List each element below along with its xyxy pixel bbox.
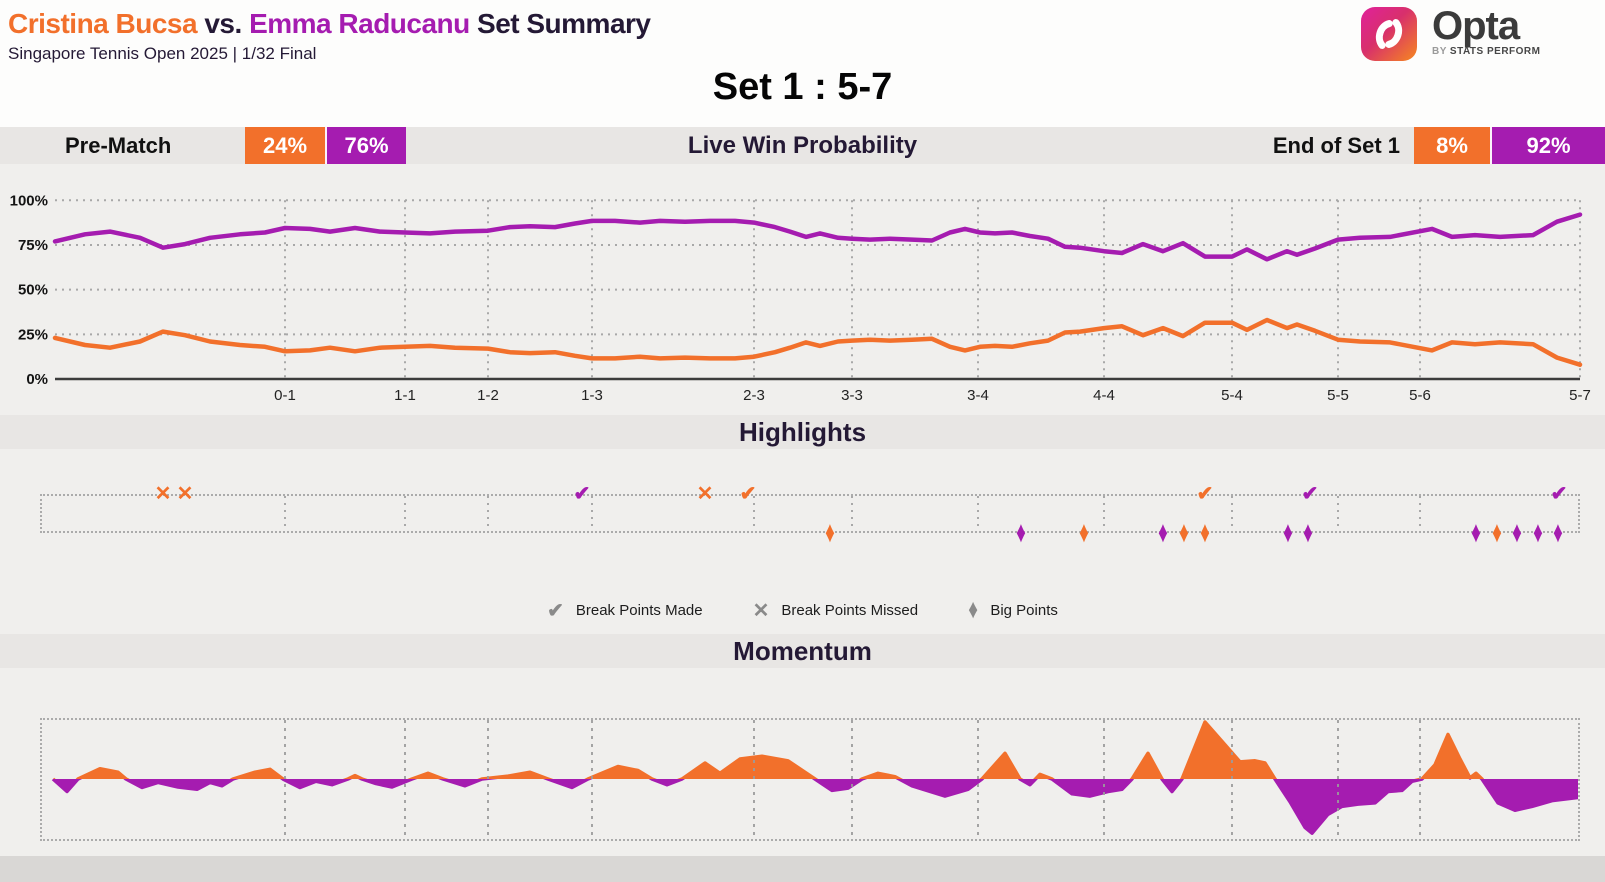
- player1-name: Cristina Bucsa: [8, 8, 198, 39]
- header: Cristina Bucsa vs. Emma Raducanu Set Sum…: [0, 0, 1605, 127]
- legend-label: Break Points Made: [575, 602, 703, 619]
- big-point-marker: ♦: [1492, 516, 1502, 550]
- momentum-negative-area: [51, 779, 1578, 835]
- x-axis-tick-label: 2-3: [743, 387, 765, 404]
- break-point-missed-marker: ✕: [176, 483, 194, 505]
- big-point-marker: ♦: [1079, 516, 1089, 550]
- pre-match-bucsa-chip: 24%: [245, 127, 325, 164]
- big-point-marker: ♦: [1471, 516, 1481, 550]
- big-point-marker: ♦: [1283, 516, 1293, 550]
- big-point-marker: ♦: [825, 516, 835, 550]
- x-axis-tick-label: 3-4: [967, 387, 989, 404]
- big-point-marker: ♦: [1200, 516, 1210, 550]
- y-axis-tick-label: 100%: [10, 192, 48, 209]
- legend-label: Big Points: [990, 602, 1058, 619]
- y-axis-tick-label: 0%: [26, 371, 48, 388]
- big-point-marker: ♦: [1512, 516, 1522, 550]
- big-point-marker: ♦: [1016, 516, 1026, 550]
- win-probability-title: Live Win Probability: [687, 132, 918, 159]
- legend-item-big-points: ♦ Big Points: [968, 595, 1058, 625]
- diamond-icon: ♦: [968, 594, 979, 625]
- big-point-marker: ♦: [1303, 516, 1313, 550]
- x-axis-tick-label: 1-2: [477, 387, 499, 404]
- x-axis-tick-label: 5-6: [1409, 387, 1431, 404]
- title-suffix: Set Summary: [477, 8, 651, 39]
- legend: ✔ Break Points Made ✕ Break Points Misse…: [0, 595, 1605, 625]
- x-axis-tick-label: 5-5: [1327, 387, 1349, 404]
- legend-item-break-points-missed: ✕ Break Points Missed: [753, 598, 919, 623]
- opta-logo-byline: BY STATS PERFORM: [1432, 46, 1540, 57]
- momentum-title: Momentum: [733, 636, 872, 666]
- end-of-set-raducanu-chip: 92%: [1490, 127, 1605, 164]
- x-axis-tick-label: 1-3: [581, 387, 603, 404]
- opta-logo-text: Opta BY STATS PERFORM: [1432, 6, 1540, 57]
- momentum-positive-area: [53, 720, 1578, 779]
- y-axis-tick-label: 25%: [18, 326, 48, 343]
- opta-logo-icon: [1361, 7, 1417, 61]
- x-axis-tick-label: 0-1: [274, 387, 296, 404]
- break-point-made-marker: ✔: [1196, 483, 1214, 505]
- highlights-box: [40, 494, 1580, 533]
- match-title: Cristina Bucsa vs. Emma Raducanu Set Sum…: [8, 8, 651, 40]
- highlights-gridlines: [284, 496, 1421, 531]
- highlights-title: Highlights: [738, 417, 867, 447]
- raducanu-win-probability-line: [52, 212, 1583, 262]
- break-point-made-marker: ✔: [739, 483, 757, 505]
- bottom-strip: [0, 856, 1605, 882]
- byline-by: BY: [1432, 46, 1447, 57]
- x-axis-tick-label: 5-7: [1569, 387, 1591, 404]
- win-probability-chart: 100% 75% 50% 25% 0% 0-1 1-1 1-2 1-3 2-3 3-3 3-4 4-4 5…: [10, 192, 1591, 404]
- opta-brand-text: Opta: [1432, 4, 1520, 48]
- break-point-missed-marker: ✕: [154, 483, 172, 505]
- legend-item-break-points-made: ✔ Break Points Made: [547, 598, 703, 623]
- x-axis-tick-label: 1-1: [394, 387, 416, 404]
- cross-icon: ✕: [752, 600, 770, 622]
- big-point-marker: ♦: [1158, 516, 1168, 550]
- byline-brand: STATS PERFORM: [1449, 46, 1541, 57]
- y-axis-tick-label: 50%: [18, 282, 48, 299]
- pre-match-label: Pre-Match: [65, 133, 172, 158]
- x-axis-tick-label: 4-4: [1093, 387, 1115, 404]
- x-axis-tick-label: 5-4: [1221, 387, 1243, 404]
- break-point-made-marker: ✔: [573, 483, 591, 505]
- legend-label: Break Points Missed: [781, 602, 919, 619]
- break-point-made-marker: ✔: [1550, 483, 1568, 505]
- check-icon: ✔: [547, 600, 564, 622]
- break-point-made-marker: ✔: [1301, 483, 1319, 505]
- big-point-marker: ♦: [1553, 516, 1563, 550]
- player2-name: Emma Raducanu: [249, 8, 470, 39]
- y-axis-tick-label: 75%: [18, 237, 48, 254]
- match-subtitle: Singapore Tennis Open 2025 | 1/32 Final: [8, 44, 317, 63]
- momentum-chart: [51, 720, 1578, 839]
- highlights-header-bar: Highlights: [0, 415, 1605, 449]
- vs-text: vs.: [204, 8, 242, 39]
- break-point-missed-marker: ✕: [696, 483, 714, 505]
- win-probability-header-bar: Live Win Probability Pre-Match 24% 76% E…: [0, 127, 1605, 164]
- momentum-box: [40, 718, 1580, 841]
- big-point-marker: ♦: [1533, 516, 1543, 550]
- opta-logo: Opta BY STATS PERFORM: [1360, 6, 1540, 62]
- pre-match-raducanu-chip: 76%: [325, 127, 406, 164]
- end-of-set-label: End of Set 1: [1272, 133, 1400, 158]
- set-score-title: Set 1 : 5-7: [712, 66, 893, 108]
- x-axis-tick-label: 3-3: [841, 387, 863, 404]
- bucsa-win-probability-line: [52, 317, 1583, 367]
- end-of-set-bucsa-chip: 8%: [1414, 127, 1490, 164]
- momentum-header-bar: Momentum: [0, 634, 1605, 668]
- big-point-marker: ♦: [1179, 516, 1189, 550]
